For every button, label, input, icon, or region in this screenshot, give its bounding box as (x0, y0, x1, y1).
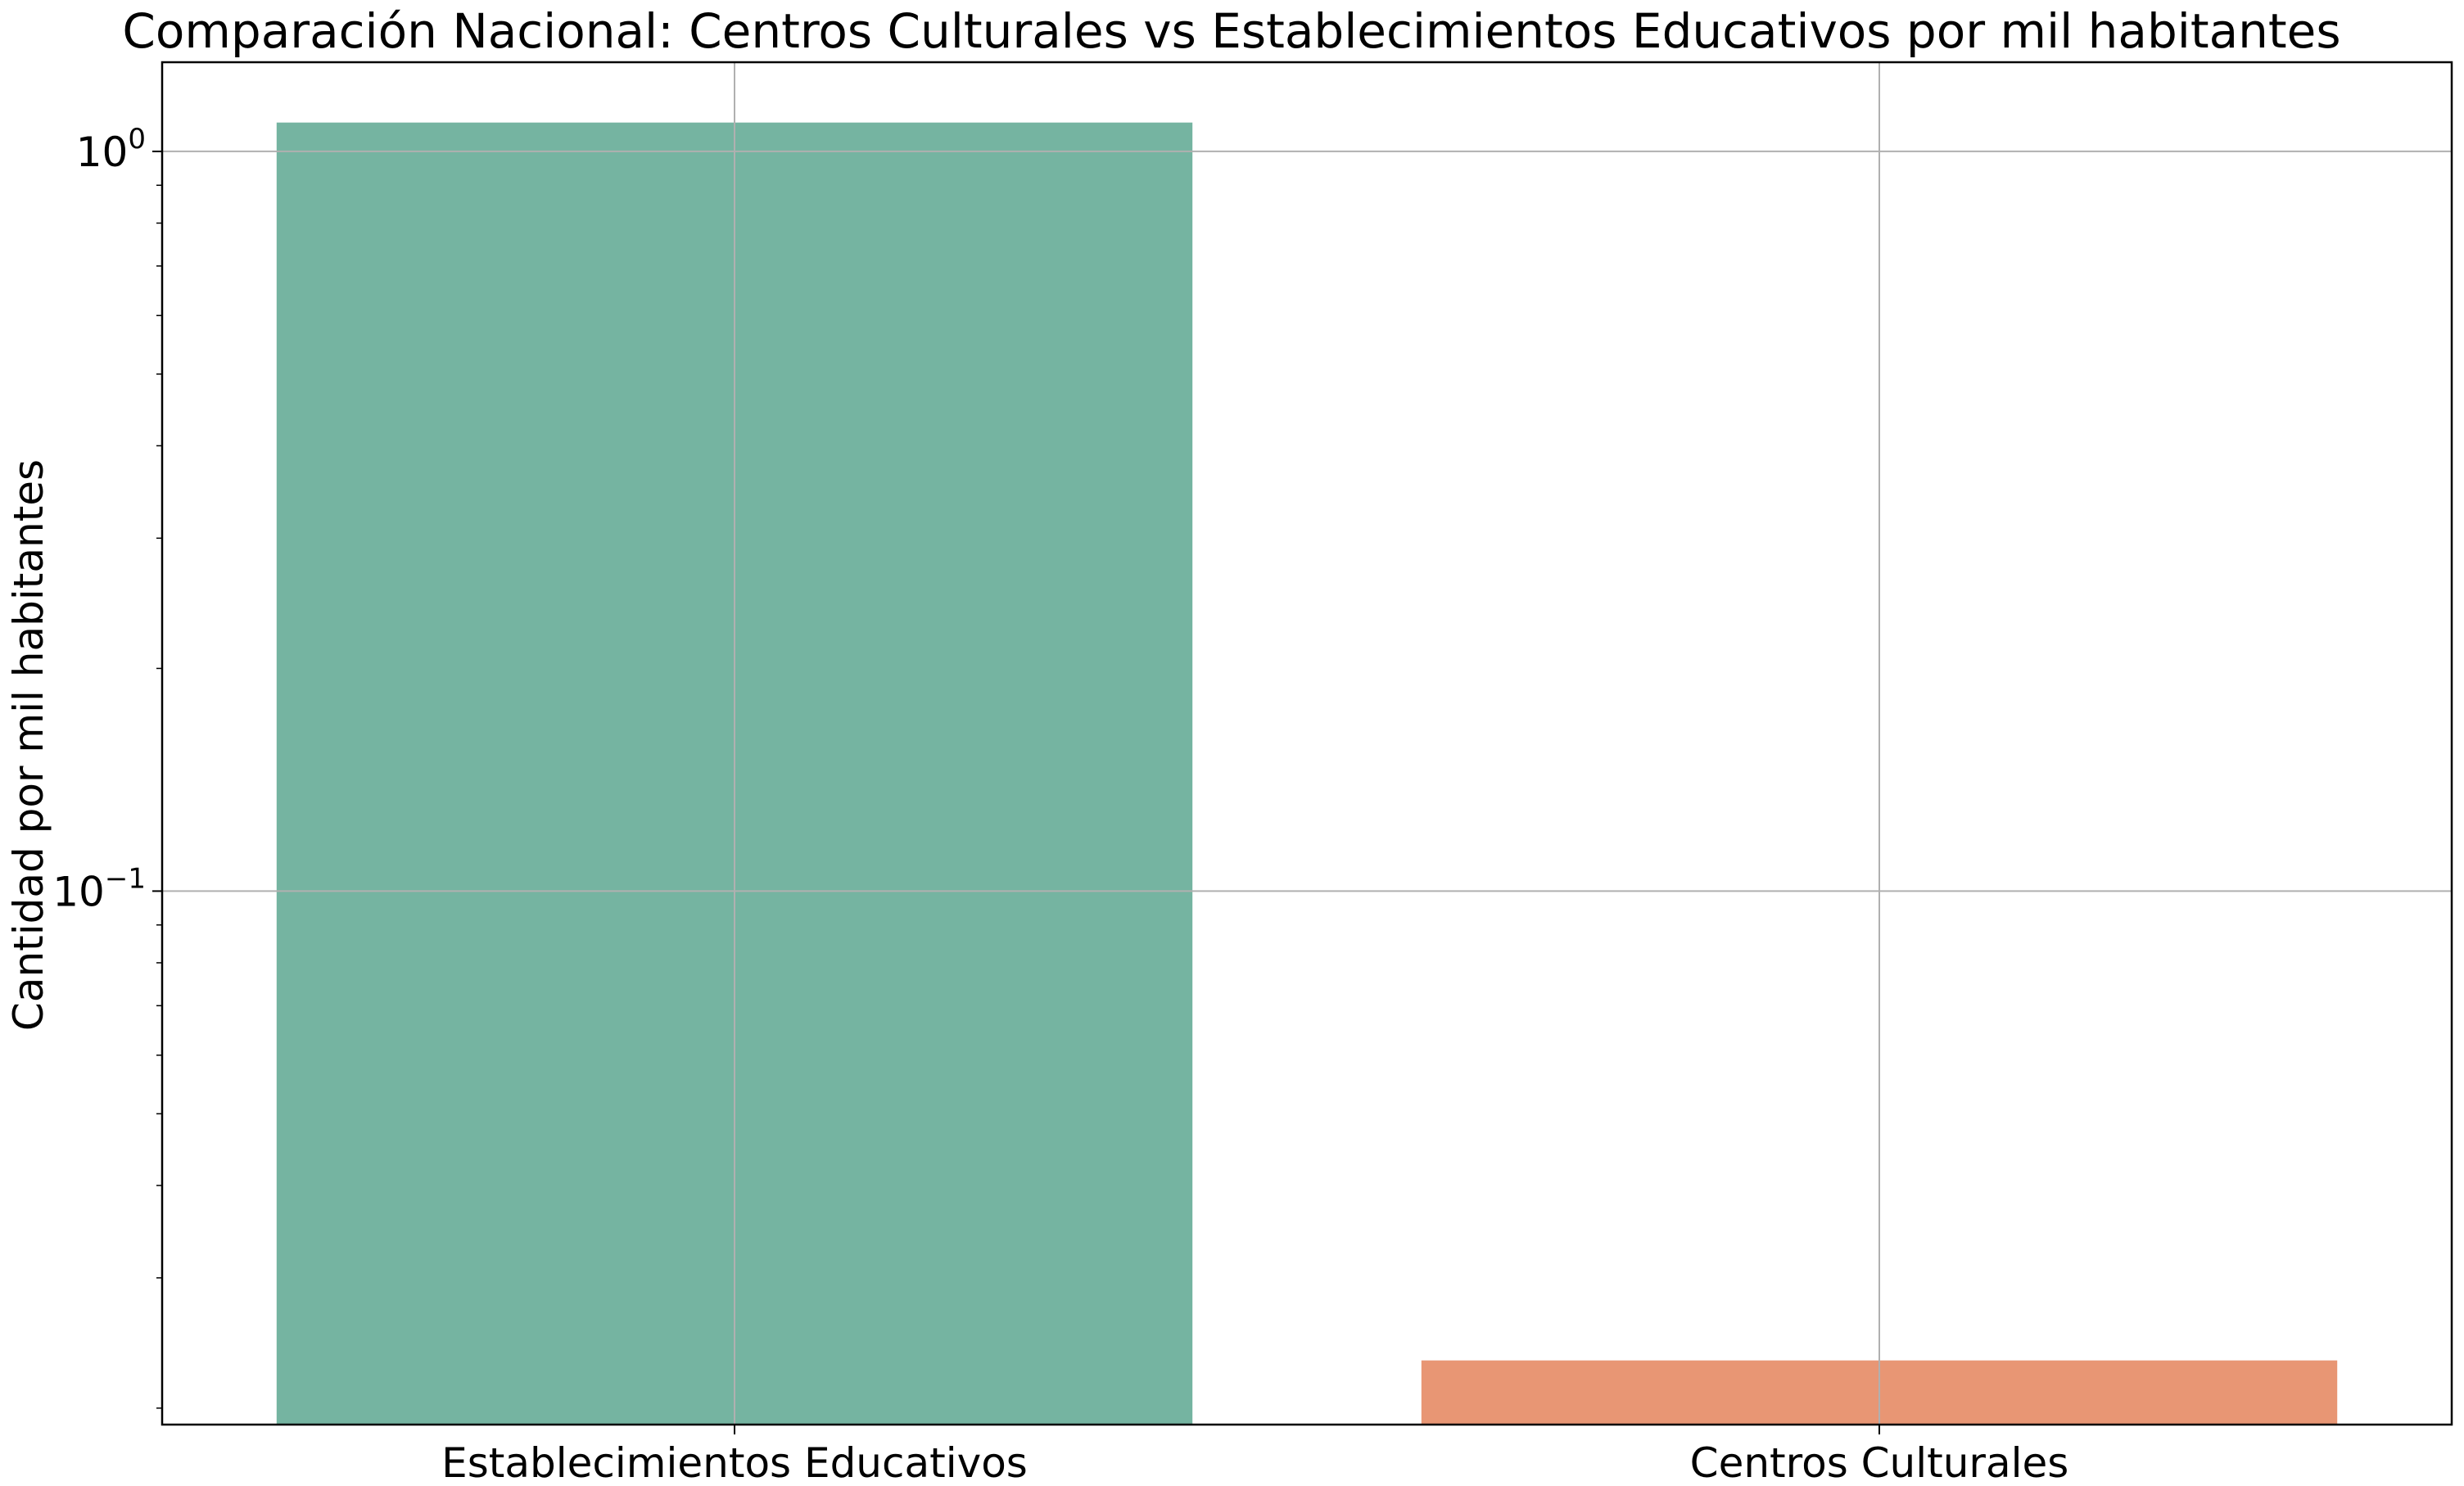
y-axis-label: Cantidad por mil habitantes (5, 459, 52, 1031)
grid-lines (162, 62, 2452, 1425)
x-tick-label: Centros Culturales (1690, 1439, 2069, 1486)
axis-ticks: Establecimientos Educativos Centros Cultu… (52, 123, 2068, 1486)
plot-area-frame (160, 61, 2453, 1426)
y-tick-label: 10−1 (52, 862, 146, 915)
x-tick-label: Establecimientos Educativos (441, 1439, 1028, 1486)
chart-title: Comparación Nacional: Centros Culturales… (122, 3, 2340, 59)
y-tick-label: 100 (76, 123, 146, 176)
bars (276, 122, 2338, 1425)
